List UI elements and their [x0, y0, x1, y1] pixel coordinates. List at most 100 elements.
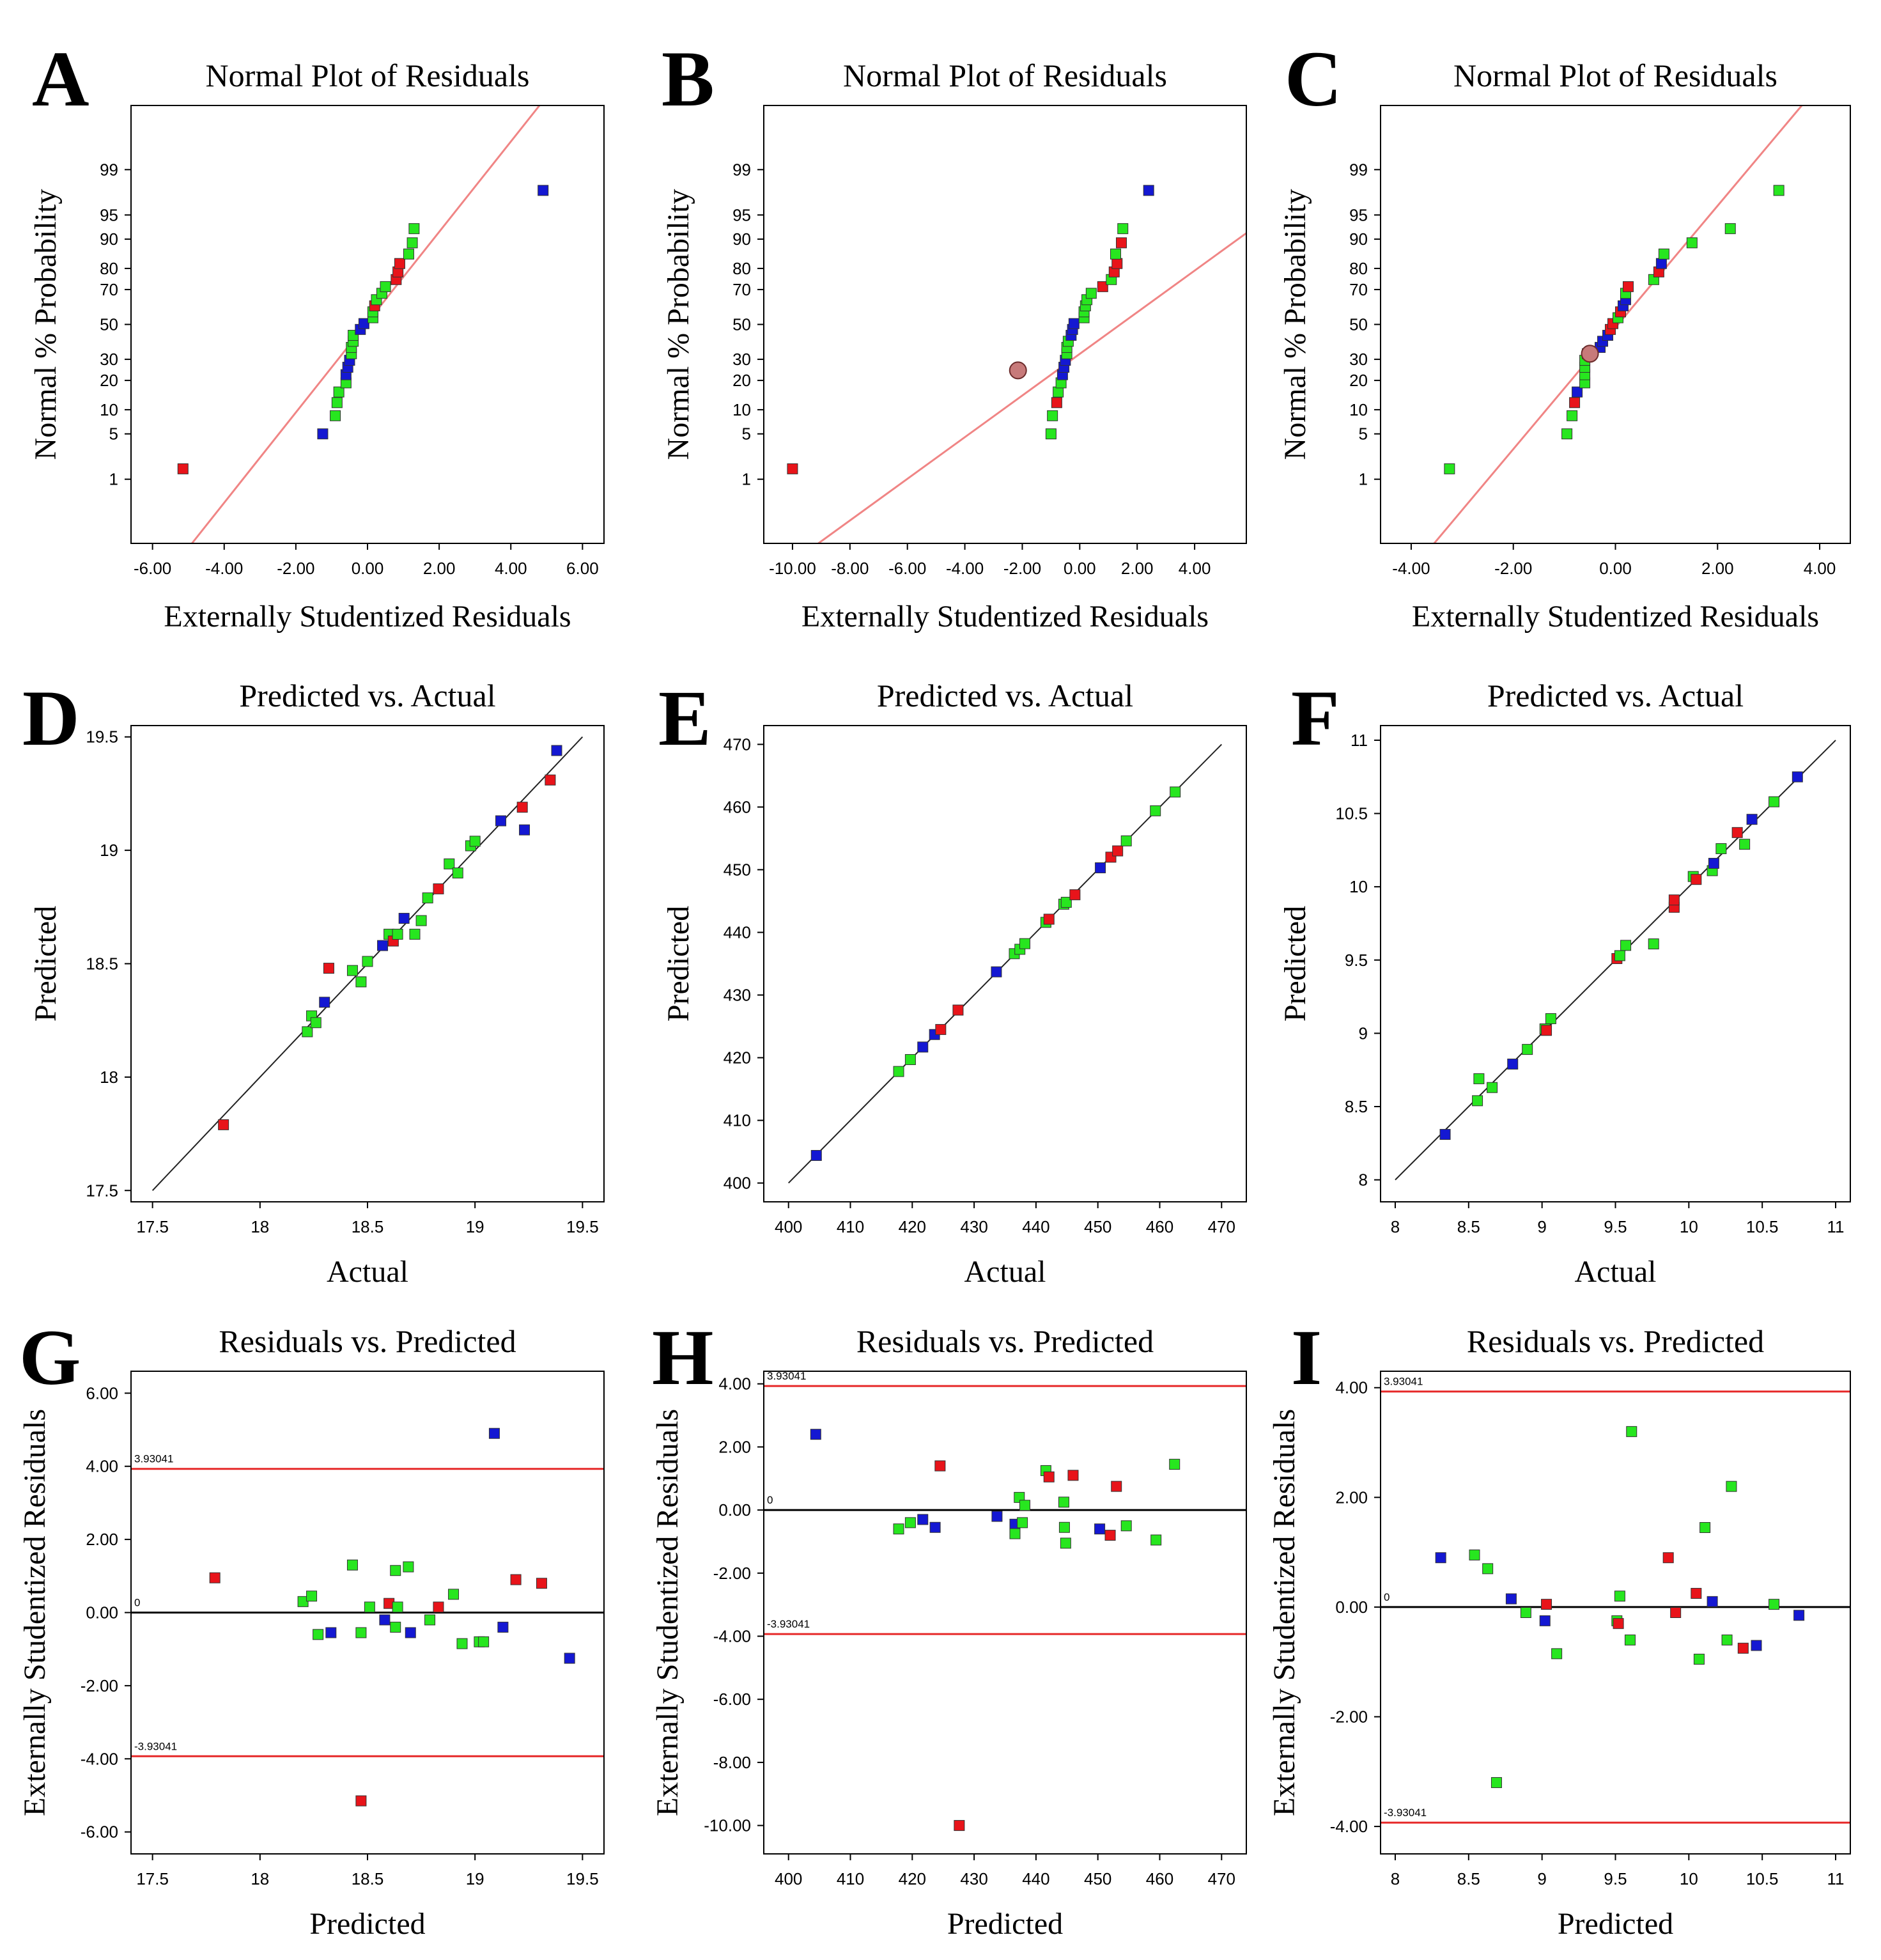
data-point	[392, 928, 403, 940]
plot-frame	[130, 1371, 605, 1855]
data-point	[333, 386, 344, 398]
data-point	[1691, 1587, 1702, 1599]
data-point	[317, 428, 329, 440]
data-point	[917, 1041, 929, 1053]
panel-letter: D	[22, 674, 80, 762]
x-tick-label: 420	[899, 1869, 926, 1888]
data-point	[1658, 248, 1669, 260]
y-tick-label: 450	[724, 860, 751, 879]
data-point	[893, 1523, 904, 1535]
panel-letter: E	[658, 674, 711, 762]
y-tick-label: 20	[100, 371, 118, 390]
data-point	[904, 1054, 916, 1065]
y-axis-label: Predicted	[1278, 906, 1312, 1022]
y-tick-label: 10	[1349, 400, 1368, 419]
data-point	[448, 1589, 460, 1600]
data-point	[1490, 1777, 1502, 1788]
data-point	[1773, 185, 1784, 196]
data-point	[495, 815, 507, 827]
y-axis-label: Normal % Probability	[662, 189, 695, 460]
y-axis-label: Predicted	[662, 906, 695, 1022]
data-point	[893, 1066, 904, 1077]
data-point	[310, 1017, 321, 1029]
y-axis-label: Externally Studentized Residuals	[1267, 1409, 1301, 1816]
data-point	[1473, 1073, 1485, 1084]
diagonal-line	[788, 743, 1222, 1184]
data-point	[302, 1026, 313, 1038]
data-point	[1170, 786, 1181, 798]
data-point	[1769, 1599, 1780, 1610]
y-tick-label: 70	[100, 280, 118, 299]
x-tick-label: 8.5	[1457, 1869, 1480, 1888]
x-tick-label: 8	[1391, 1217, 1400, 1236]
data-point	[934, 1460, 946, 1472]
x-tick-label: -10.00	[769, 559, 816, 578]
x-axis-label: Externally Studentized Residuals	[164, 600, 571, 634]
y-tick-label: -2.00	[81, 1676, 118, 1695]
data-point	[415, 915, 427, 926]
panel-letter: B	[662, 35, 715, 123]
y-tick-label: 80	[100, 259, 118, 278]
data-point	[355, 1795, 367, 1807]
plot-frame	[1380, 1371, 1851, 1855]
x-tick-label: 18.5	[352, 1217, 384, 1236]
x-tick-label: 4.00	[495, 559, 527, 578]
y-tick-label: 1	[742, 470, 751, 489]
data-point	[433, 883, 444, 894]
y-tick-label: 4.00	[86, 1457, 118, 1476]
data-point	[1111, 258, 1123, 269]
panel-g: G Residuals vs. Predicted Predicted Externa…	[18, 1314, 605, 1941]
data-point	[1043, 914, 1055, 925]
data-point	[1561, 428, 1573, 440]
x-tick-label: 10.5	[1746, 1869, 1779, 1888]
x-tick-label: 8	[1391, 1869, 1400, 1888]
data-point	[1648, 938, 1659, 950]
data-point	[346, 1559, 358, 1571]
control-limit-label: 0	[1384, 1591, 1389, 1603]
plot-area	[177, 105, 549, 543]
plot-frame	[1380, 725, 1851, 1202]
y-tick-label: 8.5	[1345, 1097, 1368, 1116]
data-point	[1487, 1082, 1498, 1093]
data-point	[1626, 1426, 1637, 1437]
x-axis-label: Predicted	[947, 1907, 1063, 1941]
data-point	[379, 1614, 391, 1626]
data-point	[1622, 281, 1634, 292]
x-tick-label: -4.00	[946, 559, 984, 578]
data-point	[433, 1601, 444, 1613]
data-point	[510, 1574, 522, 1585]
data-point	[1726, 1481, 1737, 1492]
y-axis-label: Predicted	[29, 906, 63, 1022]
x-axis-label: Externally Studentized Residuals	[801, 600, 1209, 634]
data-point	[408, 223, 420, 235]
y-tick-label: 18.5	[86, 954, 118, 974]
data-point	[452, 867, 463, 879]
data-point	[1522, 1044, 1533, 1055]
x-tick-label: 450	[1084, 1217, 1111, 1236]
data-point	[406, 237, 418, 249]
x-tick-label: -6.00	[888, 559, 926, 578]
data-point	[1751, 1640, 1762, 1651]
data-point	[1551, 1648, 1563, 1660]
chart-title: Normal Plot of Residuals	[206, 58, 530, 93]
chart-title: Predicted vs. Actual	[239, 678, 495, 713]
data-point	[497, 1621, 509, 1633]
data-point	[362, 956, 373, 967]
data-point	[519, 824, 530, 836]
data-point	[1746, 814, 1758, 825]
x-tick-label: 430	[960, 1869, 987, 1888]
x-tick-label: 400	[775, 1217, 802, 1236]
y-tick-label: 9.5	[1345, 951, 1368, 970]
data-point	[1691, 874, 1702, 885]
data-point	[1739, 839, 1751, 850]
y-tick-label: 10.5	[1335, 804, 1368, 823]
y-tick-label: 430	[724, 986, 751, 1005]
chart-title: Predicted vs. Actual	[1487, 678, 1744, 713]
panel-a: A Normal Plot of Residuals Externally Stud…	[29, 35, 605, 634]
x-tick-label: 9	[1537, 1869, 1546, 1888]
control-limit-label: 0	[134, 1597, 140, 1609]
data-point	[1067, 1470, 1079, 1481]
data-point	[1435, 1552, 1446, 1564]
data-point	[177, 463, 189, 474]
x-tick-label: -8.00	[831, 559, 869, 578]
